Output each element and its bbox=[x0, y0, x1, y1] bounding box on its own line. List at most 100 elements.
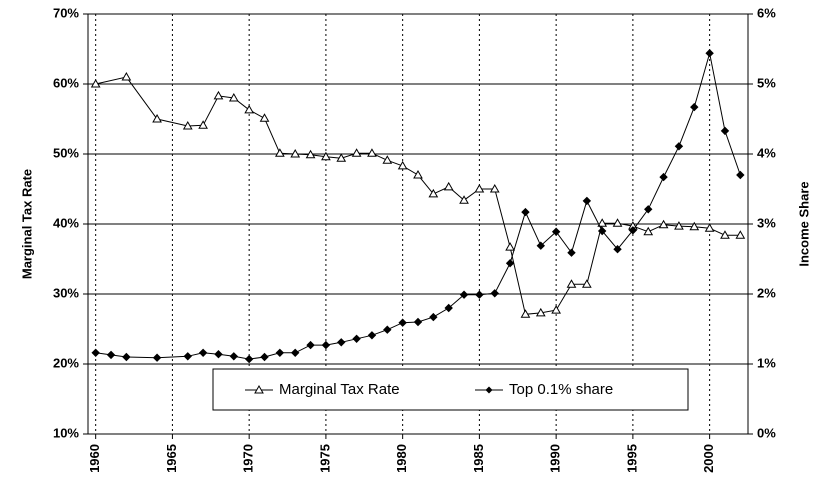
marker bbox=[336, 153, 347, 162]
marker bbox=[674, 142, 684, 151]
legend-label: Top 0.1% share bbox=[509, 381, 613, 398]
marker bbox=[274, 148, 285, 157]
x-tick-label: 1990 bbox=[548, 444, 563, 473]
marker bbox=[291, 348, 300, 358]
marker bbox=[106, 350, 116, 360]
marker bbox=[581, 279, 592, 288]
marker bbox=[705, 48, 714, 58]
y-tick-label: 10% bbox=[53, 425, 79, 440]
y2-tick-label: 5% bbox=[757, 75, 776, 90]
marker bbox=[152, 113, 162, 123]
marker bbox=[659, 172, 668, 182]
marker bbox=[443, 181, 454, 191]
marker bbox=[444, 303, 453, 313]
marker bbox=[690, 102, 699, 112]
marker bbox=[413, 169, 423, 179]
legend: Marginal Tax Rate Top 0.1% share bbox=[212, 368, 689, 411]
marker bbox=[244, 354, 254, 364]
marker bbox=[367, 148, 377, 157]
marker bbox=[475, 290, 484, 299]
marker bbox=[551, 305, 562, 314]
marker bbox=[535, 307, 546, 317]
marker bbox=[536, 241, 545, 250]
marker bbox=[228, 92, 239, 102]
marker bbox=[735, 230, 746, 239]
x-tick-label: 2000 bbox=[701, 444, 716, 473]
marker bbox=[474, 183, 485, 193]
marker bbox=[321, 340, 331, 350]
marker bbox=[459, 290, 469, 299]
plot-frame bbox=[87, 13, 749, 435]
y2-tick-label: 4% bbox=[757, 145, 776, 160]
marker bbox=[229, 352, 239, 361]
marker bbox=[429, 312, 438, 322]
y2-tick-label: 3% bbox=[757, 215, 776, 230]
marker bbox=[183, 352, 192, 361]
marker bbox=[505, 242, 515, 251]
marker bbox=[275, 348, 285, 358]
legend-marker bbox=[485, 386, 493, 394]
marker bbox=[198, 120, 208, 129]
marker bbox=[90, 78, 101, 88]
marker bbox=[689, 221, 700, 231]
marker bbox=[720, 230, 730, 239]
marker bbox=[152, 353, 162, 362]
marker bbox=[198, 348, 208, 358]
x-tick-label: 1965 bbox=[164, 444, 179, 473]
marker bbox=[259, 113, 270, 122]
marker bbox=[490, 289, 499, 298]
marker bbox=[566, 279, 577, 288]
marker bbox=[505, 258, 515, 268]
marker bbox=[613, 244, 622, 254]
marker bbox=[305, 149, 316, 159]
legend-box bbox=[212, 368, 689, 411]
marker bbox=[398, 318, 407, 327]
marker bbox=[383, 325, 392, 334]
marker bbox=[597, 226, 607, 236]
y2-tick-label: 2% bbox=[757, 285, 776, 300]
marker bbox=[122, 352, 131, 362]
marker bbox=[551, 227, 561, 236]
x-tick-label: 1980 bbox=[394, 444, 409, 473]
marker bbox=[459, 195, 469, 204]
marker bbox=[628, 226, 638, 235]
marker bbox=[382, 155, 393, 164]
marker bbox=[704, 223, 715, 232]
marker bbox=[597, 218, 608, 227]
marker bbox=[260, 352, 269, 362]
x-tick-label: 1995 bbox=[624, 444, 639, 473]
marker bbox=[213, 90, 224, 100]
marker bbox=[674, 221, 684, 230]
y-tick-label: 50% bbox=[53, 145, 79, 160]
marker bbox=[306, 340, 315, 350]
legend-label: Marginal Tax Rate bbox=[279, 381, 400, 398]
marker bbox=[290, 148, 301, 158]
marker bbox=[520, 309, 531, 318]
y-tick-label: 70% bbox=[53, 5, 79, 20]
marker bbox=[582, 196, 592, 206]
y2-tick-label: 0% bbox=[757, 425, 776, 440]
y-tick-label: 20% bbox=[53, 355, 79, 370]
marker bbox=[397, 160, 408, 170]
y-axis-title: Marginal Tax Rate bbox=[19, 169, 34, 279]
marker bbox=[121, 71, 132, 81]
marker bbox=[182, 120, 193, 130]
marker bbox=[736, 170, 745, 180]
y-tick-label: 30% bbox=[53, 285, 79, 300]
marker bbox=[413, 317, 423, 327]
marker bbox=[643, 226, 654, 236]
x-tick-label: 1960 bbox=[87, 444, 102, 473]
marker bbox=[428, 188, 439, 198]
marker bbox=[244, 104, 255, 114]
x-tick-label: 1985 bbox=[471, 444, 486, 473]
marker bbox=[658, 219, 669, 229]
marker bbox=[321, 151, 331, 161]
marker bbox=[567, 248, 576, 257]
series-line bbox=[95, 76, 741, 315]
y2-tick-label: 1% bbox=[757, 355, 776, 370]
marker bbox=[352, 334, 361, 344]
marker bbox=[214, 349, 223, 359]
y2-axis-title: Income Share bbox=[796, 181, 811, 266]
y-tick-label: 60% bbox=[53, 75, 79, 90]
marker bbox=[367, 331, 377, 340]
